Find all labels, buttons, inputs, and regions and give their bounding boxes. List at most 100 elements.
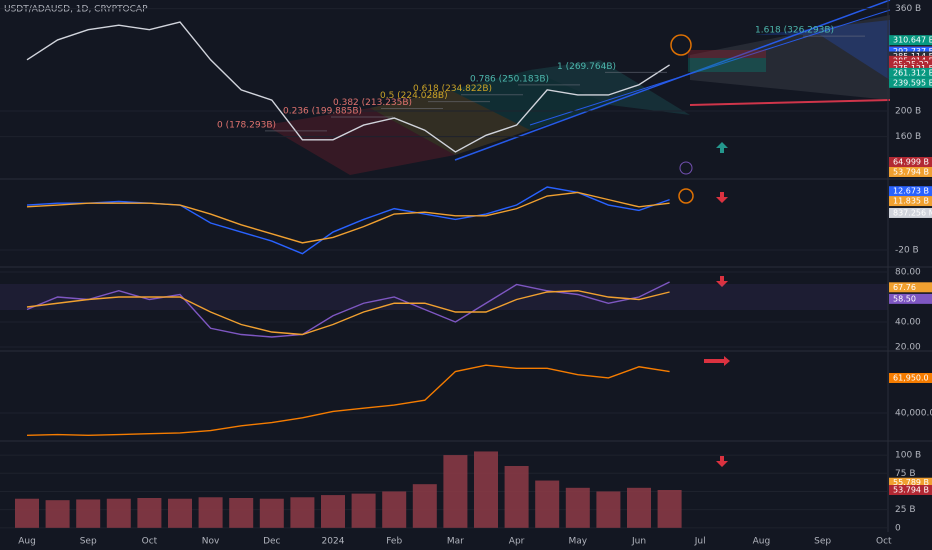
x-tick-label: 2024	[322, 537, 345, 547]
series-line	[26, 21, 670, 153]
fib-band	[370, 90, 530, 155]
x-tick-label: Jun	[631, 537, 646, 547]
fib-band	[530, 60, 690, 115]
fib-label: 0 (178.293B)	[217, 120, 276, 130]
target-box	[688, 58, 766, 72]
price-tag-label: 53.794 B	[893, 486, 929, 495]
series-line	[26, 191, 670, 244]
price-tag-label: 261.312 B	[893, 68, 932, 77]
price-tag-label: 12.673 B	[893, 187, 929, 196]
price-tag-label: 58.50	[893, 294, 916, 303]
x-tick-label: Nov	[202, 537, 220, 547]
x-tick-label: Oct	[142, 537, 158, 547]
x-tick-label: Dec	[263, 537, 280, 547]
price-tag-label: 55.789 B	[893, 478, 929, 487]
fib-band	[450, 70, 610, 130]
price-tag	[889, 477, 932, 488]
volume-bar	[657, 490, 682, 528]
volume-bar	[45, 500, 70, 528]
volume-bar	[504, 466, 529, 528]
volume-bar	[15, 498, 39, 528]
projection	[755, 20, 890, 80]
fib-label: 0.5 (224.028B)	[380, 91, 448, 101]
y-tick-label: 20.00	[895, 343, 921, 353]
volume-bar	[198, 497, 223, 528]
price-tag-label: 239.595 B	[893, 78, 932, 87]
arrow-down	[716, 192, 728, 203]
volume-bar	[259, 498, 284, 528]
highlight	[670, 34, 692, 56]
price-tag	[889, 67, 932, 78]
arrow-down	[716, 276, 728, 287]
fib-label: 1.618 (326.293B)	[755, 26, 834, 36]
x-tick-label: Aug	[753, 537, 771, 547]
x-tick-label: Aug	[18, 537, 36, 547]
volume-bar	[229, 498, 254, 528]
chart-title: USDT/ADAUSD, 1D, CRYPTOCAP	[4, 5, 148, 15]
price-tag	[889, 35, 932, 46]
volume-bar	[351, 493, 376, 528]
series-line	[26, 290, 670, 336]
arrow-up	[716, 142, 728, 153]
icon	[679, 161, 693, 175]
y-tick-label: 160 B	[895, 132, 921, 142]
trend-line	[529, 9, 891, 126]
price-tag-label: 11.835 B	[893, 197, 929, 206]
x-tick-label: Feb	[386, 537, 402, 547]
price-tag	[889, 293, 932, 304]
overlay-tag	[889, 157, 932, 167]
volume-bar	[382, 491, 407, 528]
y-tick-label: 40,000.0	[895, 409, 932, 419]
price-tag-label: 310.647 B	[893, 36, 932, 45]
highlight	[678, 188, 694, 204]
price-tag	[889, 186, 932, 197]
price-tag	[889, 282, 932, 293]
fib-label: 0.786 (250.183B)	[470, 74, 549, 84]
x-tick-label: May	[568, 537, 587, 547]
arrow-down	[716, 456, 728, 467]
volume-bar	[443, 455, 468, 528]
y-tick-label: 75 B	[895, 469, 916, 479]
y-tick-label: 200 B	[895, 106, 921, 116]
volume-bar	[412, 484, 437, 528]
series-line	[26, 364, 670, 437]
volume-bar	[474, 451, 498, 528]
y-tick-label: 80.00	[895, 268, 921, 278]
y-tick-label: -20 B	[895, 246, 919, 256]
y-tick-label: 100 B	[895, 451, 921, 461]
volume-bar	[106, 498, 131, 528]
price-tag	[889, 207, 932, 218]
level-line	[689, 99, 891, 106]
x-tick-label: Oct	[876, 537, 892, 547]
volume-bar	[76, 499, 101, 528]
price-tag-label: 67.76	[893, 283, 916, 292]
fib-label: 1 (269.764B)	[557, 62, 616, 72]
x-tick-label: Sep	[814, 537, 831, 547]
x-tick-label: Apr	[509, 537, 525, 547]
y-tick-label: 25 B	[895, 505, 916, 515]
y-tick-label: 360 B	[895, 4, 921, 14]
fib-label: 0.618 (234.822B)	[413, 84, 492, 94]
volume-bar	[168, 498, 192, 528]
price-tag	[889, 372, 932, 383]
price-tag	[889, 77, 932, 88]
series-line	[26, 281, 670, 338]
volume-bar	[535, 480, 560, 528]
arrow-right	[704, 356, 730, 366]
fib-label: 0.382 (213.235B)	[333, 98, 412, 108]
price-tag	[889, 196, 932, 207]
series-line	[26, 186, 670, 255]
overlay-tag-label: 64.999 B	[893, 158, 929, 167]
x-tick-label: Jul	[694, 537, 706, 547]
volume-bar	[627, 487, 651, 528]
price-tag	[889, 485, 932, 495]
y-tick-label: 0	[895, 523, 901, 533]
stop-box	[688, 50, 766, 58]
volume-bar	[137, 498, 162, 528]
x-tick-label: Mar	[447, 537, 464, 547]
price-tag-label: 61,950.0	[893, 373, 929, 382]
volume-bar	[321, 495, 345, 528]
price-tag-label: 837.256 M	[893, 208, 932, 217]
volume-bar	[290, 497, 315, 528]
